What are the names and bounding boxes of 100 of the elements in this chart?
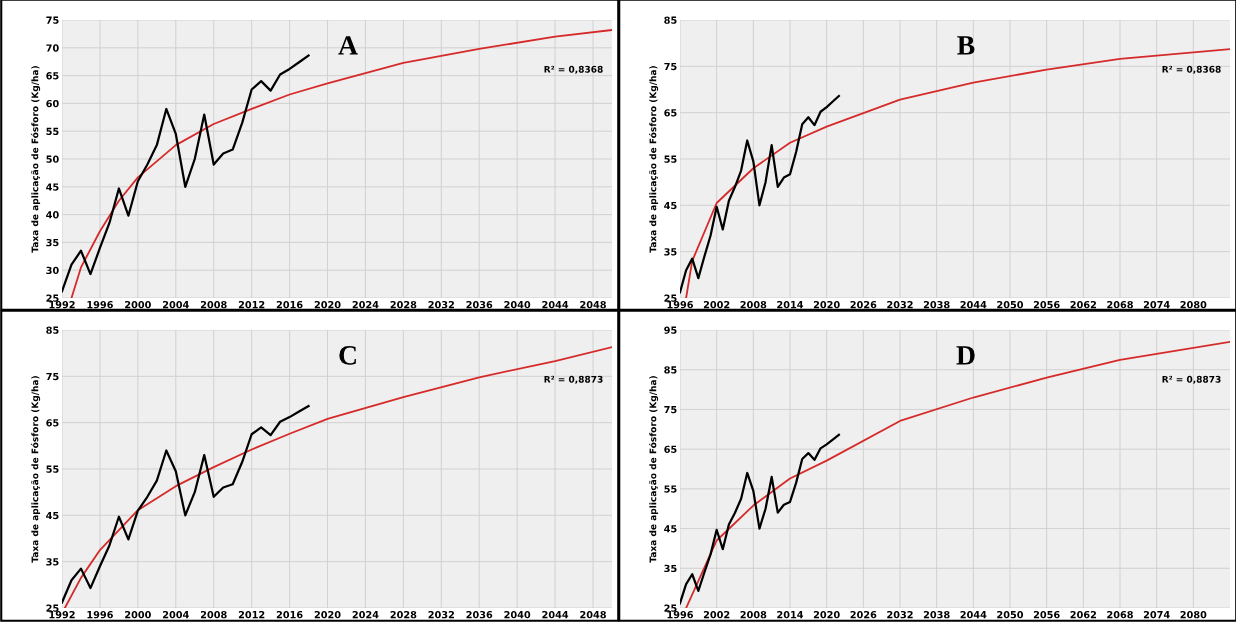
x-tick-label: 2056 [1033, 300, 1060, 309]
x-tick-label: 1996 [87, 610, 113, 619]
x-tick-label: 2012 [238, 300, 265, 309]
x-tick-label: 2028 [390, 610, 417, 619]
y-axis-title: Taxa de aplicação de Fósforo (Kg/ha) [30, 376, 41, 563]
y-tick-label: 55 [664, 155, 677, 163]
x-tick-label: 2028 [390, 300, 417, 309]
y-tick-label: 85 [664, 16, 677, 24]
x-tick-label: 2004 [163, 300, 189, 309]
annotation: B [957, 36, 975, 55]
y-tick-label: 55 [664, 485, 677, 493]
x-tick-label: 2012 [238, 610, 265, 619]
x-tick-label: 2016 [276, 300, 303, 309]
y-tick-label: 65 [46, 419, 59, 427]
y-tick-label: 25 [664, 294, 677, 302]
line-series [62, 54, 310, 293]
y-tick-label: 85 [664, 366, 677, 374]
line-series [680, 94, 840, 294]
y-tick-label: 25 [46, 294, 59, 302]
x-tick-label: 2016 [276, 610, 303, 619]
annotation: R² = 0,8873 [1162, 375, 1221, 384]
x-tick-label: 2004 [163, 610, 189, 619]
y-tick-label: 40 [46, 211, 59, 219]
y-tick-label: 75 [664, 406, 677, 414]
y-tick-label: 65 [46, 72, 59, 80]
y-tick-label: 45 [46, 183, 59, 191]
y-axis-title: Taxa de aplicação de Fósforo (Kg/ha) [648, 376, 659, 563]
y-tick-label: 75 [46, 372, 59, 381]
x-tick-label: 2026 [850, 300, 877, 309]
line-series [685, 341, 1230, 608]
x-tick-label: 2062 [1070, 610, 1097, 619]
x-tick-label: 2002 [703, 610, 730, 619]
x-tick-label: 2074 [1143, 610, 1170, 619]
x-tick-label: 2008 [740, 610, 767, 619]
x-tick-label: 2008 [200, 300, 227, 309]
x-tick-label: 2062 [1070, 300, 1097, 309]
x-tick-label: 2032 [887, 300, 913, 309]
x-tick-label: 2020 [314, 300, 341, 309]
x-tick-label: 2020 [813, 300, 840, 309]
x-tick-label: 2044 [542, 300, 569, 309]
annotation: A [338, 36, 358, 55]
x-tick-label: 2080 [1180, 300, 1207, 309]
line-series [62, 404, 310, 604]
x-tick-label: 2000 [125, 610, 151, 619]
x-tick-label: 2020 [813, 610, 840, 619]
x-tick-label: 2048 [580, 610, 606, 619]
y-tick-label: 65 [664, 445, 677, 453]
x-tick-label: 2038 [923, 300, 950, 309]
x-tick-label: 2008 [740, 300, 767, 309]
x-tick-label: 1996 [667, 300, 694, 309]
x-tick-label: 2032 [428, 300, 454, 309]
x-tick-label: 1996 [87, 300, 113, 309]
x-tick-label: 2048 [580, 300, 606, 309]
y-tick-label: 35 [664, 564, 677, 573]
y-tick-label: 95 [664, 326, 677, 334]
x-tick-label: 2044 [960, 610, 987, 619]
x-tick-label: 2044 [542, 610, 569, 619]
x-tick-label: 2038 [923, 610, 950, 619]
x-tick-label: 2032 [887, 610, 913, 619]
x-tick-label: 2040 [504, 300, 531, 309]
y-tick-label: 35 [664, 248, 677, 256]
x-tick-label: 1992 [49, 300, 75, 309]
y-tick-label: 65 [664, 109, 677, 117]
x-tick-label: 2000 [125, 300, 151, 309]
x-tick-label: 2036 [466, 610, 493, 619]
annotation: C [339, 346, 356, 365]
annotation: R² = 0,8368 [544, 65, 603, 74]
y-tick-label: 45 [664, 525, 677, 533]
y-axis-title: Taxa de aplicação de Fósforo (Kg/ha) [30, 66, 41, 253]
y-tick-label: 55 [46, 465, 59, 473]
x-tick-label: 2002 [703, 300, 730, 309]
x-tick-label: 2050 [997, 610, 1024, 619]
y-tick-label: 35 [46, 238, 59, 247]
x-tick-label: 1992 [49, 610, 75, 619]
y-tick-label: 35 [46, 558, 59, 566]
x-tick-label: 2068 [1107, 300, 1133, 309]
y-tick-label: 75 [664, 62, 677, 71]
y-tick-label: 50 [46, 155, 59, 163]
y-tick-label: 85 [46, 326, 59, 334]
x-tick-label: 2040 [504, 610, 531, 619]
x-tick-label: 2080 [1180, 610, 1207, 619]
x-tick-label: 2032 [428, 610, 454, 619]
y-tick-label: 30 [46, 266, 59, 275]
y-tick-label: 70 [46, 44, 59, 52]
annotation: R² = 0,8873 [544, 375, 603, 384]
y-tick-label: 25 [46, 604, 59, 612]
x-tick-label: 2014 [777, 300, 804, 309]
x-tick-label: 2014 [777, 610, 804, 619]
line-series [680, 433, 840, 605]
line-series [70, 29, 612, 298]
x-tick-label: 2074 [1143, 300, 1170, 309]
y-tick-label: 45 [46, 511, 59, 520]
y-tick-label: 55 [46, 127, 59, 136]
y-tick-label: 60 [46, 99, 59, 108]
x-tick-label: 2044 [960, 300, 987, 309]
x-tick-label: 2024 [352, 610, 379, 619]
x-tick-label: 2024 [352, 300, 379, 309]
annotation: R² = 0,8368 [1162, 65, 1221, 74]
x-tick-label: 2056 [1033, 610, 1060, 619]
y-tick-label: 45 [664, 201, 677, 210]
